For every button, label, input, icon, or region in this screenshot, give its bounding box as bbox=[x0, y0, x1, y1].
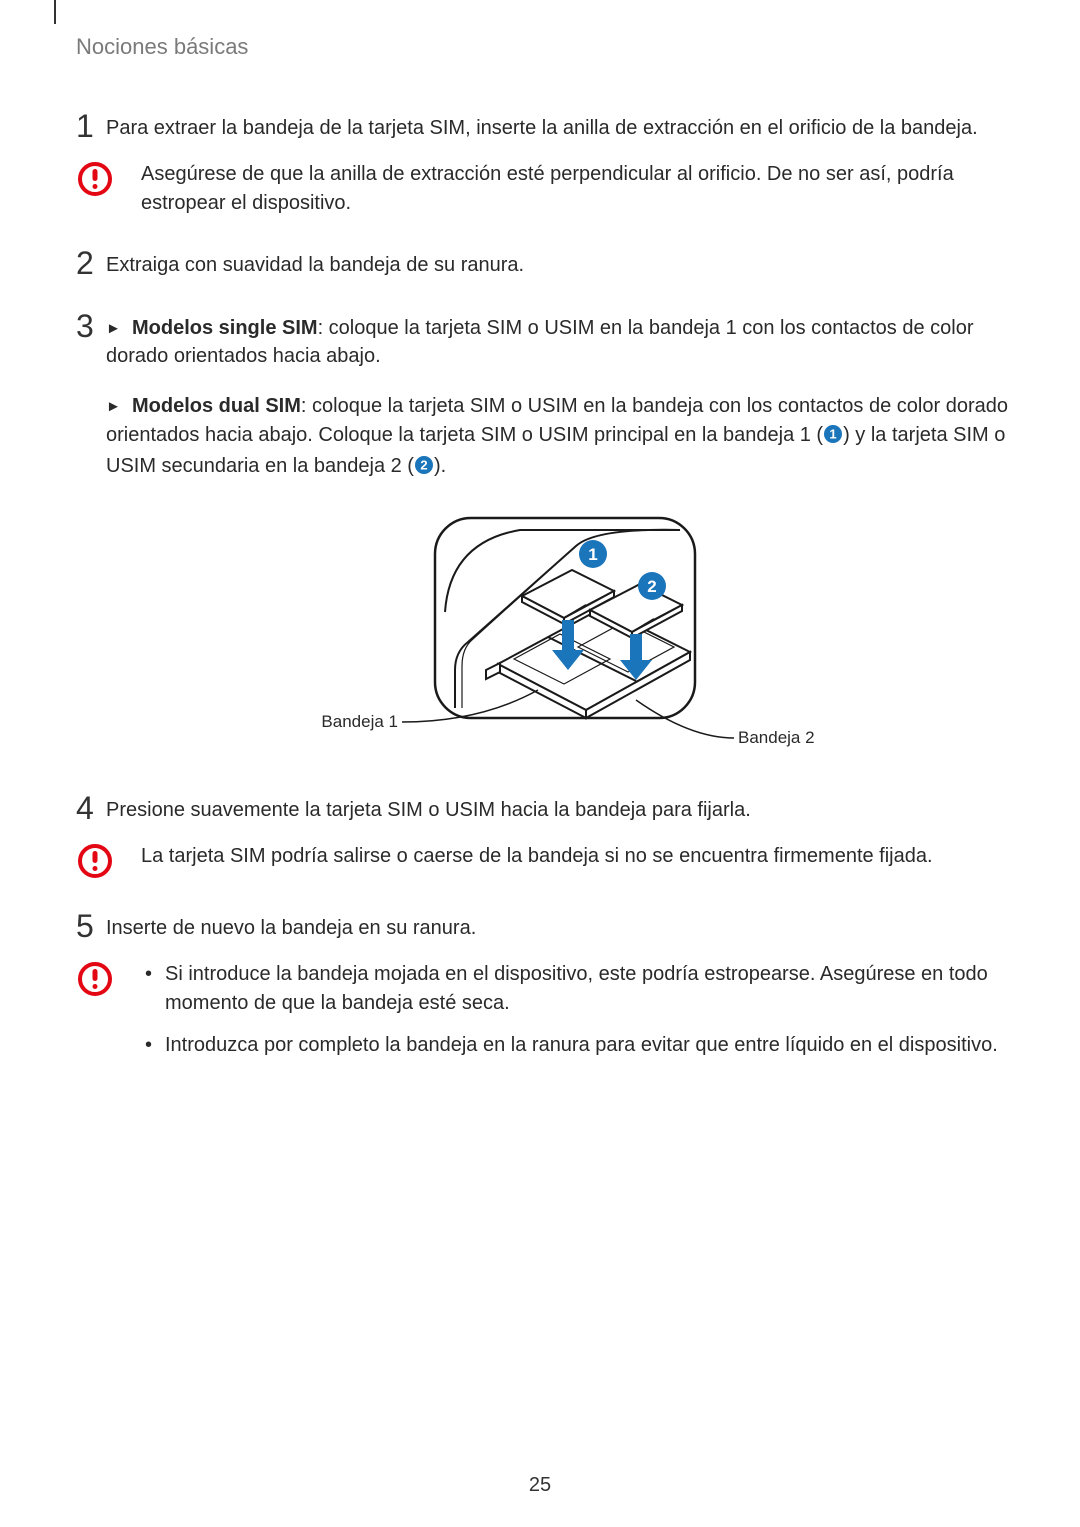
step-3: 3 ► Modelos single SIM: coloque la tarje… bbox=[76, 314, 1014, 762]
section-header: Nociones básicas bbox=[76, 34, 248, 60]
text-span: ). bbox=[434, 455, 446, 477]
step-number: 4 bbox=[76, 792, 104, 824]
warning-text: Asegúrese de que la anilla de extracción… bbox=[126, 160, 1014, 217]
diagram-badge-1: 1 bbox=[588, 545, 597, 564]
triangle-icon: ► bbox=[106, 320, 121, 337]
warning-bullet-item: Si introduce la bandeja mojada en el dis… bbox=[141, 960, 1014, 1017]
step-text: Inserte de nuevo la bandeja en su ranura… bbox=[104, 914, 1014, 942]
diagram-svg: 1 2 Bandeja 1 Bandeja 2 bbox=[280, 512, 840, 752]
step-text: ► Modelos single SIM: coloque la tarjeta… bbox=[104, 314, 1014, 762]
step-1: 1 Para extraer la bandeja de la tarjeta … bbox=[76, 114, 1014, 142]
warning-callout-2: La tarjeta SIM podría salirse o caerse d… bbox=[76, 842, 1014, 880]
step-text: Extraiga con suavidad la bandeja de su r… bbox=[104, 251, 1014, 279]
triangle-icon: ► bbox=[106, 398, 121, 415]
page: Nociones básicas 1 Para extraer la bande… bbox=[0, 0, 1080, 1527]
diagram-label-tray2: Bandeja 2 bbox=[738, 728, 815, 747]
step-number: 1 bbox=[76, 110, 104, 142]
content-area: 1 Para extraer la bandeja de la tarjeta … bbox=[76, 94, 1014, 1073]
step-2: 2 Extraiga con suavidad la bandeja de su… bbox=[76, 251, 1014, 279]
warning-callout-3: Si introduce la bandeja mojada en el dis… bbox=[76, 960, 1014, 1073]
warning-icon-wrap bbox=[76, 160, 126, 198]
warning-icon-wrap bbox=[76, 842, 126, 880]
badge-1-inline: 1 bbox=[823, 424, 843, 452]
step-number: 3 bbox=[76, 310, 104, 342]
step-number: 2 bbox=[76, 247, 104, 279]
step-text: Presione suavemente la tarjeta SIM o USI… bbox=[104, 796, 1014, 824]
diagram-label-tray1: Bandeja 1 bbox=[321, 712, 398, 731]
step-number: 5 bbox=[76, 910, 104, 942]
step-text: Para extraer la bandeja de la tarjeta SI… bbox=[104, 114, 1014, 142]
step-5: 5 Inserte de nuevo la bandeja en su ranu… bbox=[76, 914, 1014, 942]
warning-bullet-item: Introduzca por completo la bandeja en la… bbox=[141, 1031, 1014, 1059]
warning-icon bbox=[76, 842, 114, 880]
bold-label: Modelos dual SIM bbox=[132, 395, 301, 417]
step-4: 4 Presione suavemente la tarjeta SIM o U… bbox=[76, 796, 1014, 824]
warning-callout-1: Asegúrese de que la anilla de extracción… bbox=[76, 160, 1014, 217]
side-rule bbox=[54, 0, 56, 24]
warning-icon bbox=[76, 160, 114, 198]
diagram-badge-2: 2 bbox=[647, 577, 656, 596]
warning-icon bbox=[76, 960, 114, 998]
warning-text: La tarjeta SIM podría salirse o caerse d… bbox=[126, 842, 1014, 870]
badge-2-inline: 2 bbox=[414, 455, 434, 483]
warning-icon-wrap bbox=[76, 960, 126, 998]
sim-tray-diagram: 1 2 Bandeja 1 Bandeja 2 bbox=[106, 512, 1014, 752]
svg-text:1: 1 bbox=[829, 426, 836, 441]
step3-dual: ► Modelos dual SIM: coloque la tarjeta S… bbox=[106, 392, 1014, 483]
page-number: 25 bbox=[0, 1474, 1080, 1497]
svg-text:2: 2 bbox=[420, 458, 427, 473]
step3-single: ► Modelos single SIM: coloque la tarjeta… bbox=[106, 314, 1014, 371]
warning-bullet-list: Si introduce la bandeja mojada en el dis… bbox=[126, 960, 1014, 1073]
bold-label: Modelos single SIM bbox=[132, 317, 318, 339]
